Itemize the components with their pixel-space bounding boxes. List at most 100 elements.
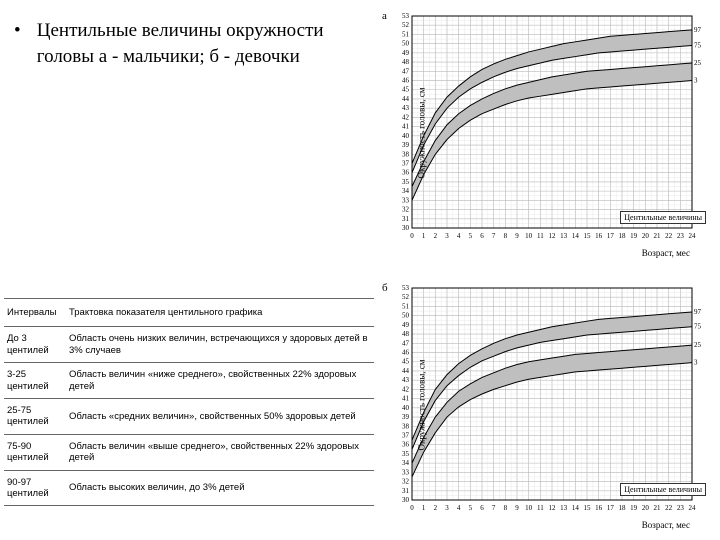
svg-text:38: 38 (402, 150, 410, 158)
svg-text:40: 40 (402, 404, 410, 412)
svg-text:15: 15 (584, 232, 592, 240)
svg-text:17: 17 (607, 504, 615, 512)
chart-a-y-title: Окружность головы, см (417, 87, 427, 178)
svg-text:33: 33 (402, 196, 410, 204)
cell-text: Область «средних величин», свойственных … (66, 398, 374, 434)
cell-interval: До 3 центилей (4, 327, 66, 363)
svg-text:8: 8 (504, 504, 508, 512)
table-row: 75-90 центилей Область величин «выше сре… (4, 434, 374, 470)
svg-text:9: 9 (515, 504, 519, 512)
svg-text:13: 13 (560, 232, 568, 240)
svg-text:9: 9 (515, 232, 519, 240)
svg-text:2: 2 (434, 232, 438, 240)
svg-text:37: 37 (402, 431, 410, 439)
svg-text:4: 4 (457, 504, 461, 512)
chart-a-label: а (382, 10, 387, 22)
svg-text:47: 47 (402, 339, 410, 347)
chart-b-x-title: Возраст, мес (642, 520, 690, 530)
svg-text:23: 23 (677, 232, 685, 240)
svg-text:16: 16 (595, 504, 603, 512)
svg-text:19: 19 (630, 504, 638, 512)
svg-text:48: 48 (402, 330, 410, 338)
svg-text:11: 11 (537, 232, 544, 240)
svg-text:20: 20 (642, 504, 650, 512)
svg-text:12: 12 (549, 232, 557, 240)
table-row: До 3 центилей Область очень низких велич… (4, 327, 374, 363)
svg-text:41: 41 (402, 123, 410, 131)
table-header-row: Интервалы Трактовка показателя центильно… (4, 299, 374, 327)
svg-text:47: 47 (402, 67, 410, 75)
svg-text:13: 13 (560, 504, 568, 512)
svg-text:22: 22 (665, 232, 673, 240)
svg-text:50: 50 (402, 312, 410, 320)
svg-text:49: 49 (402, 49, 410, 57)
svg-text:3: 3 (694, 77, 698, 85)
svg-text:24: 24 (689, 504, 697, 512)
chart-b-label: б (382, 282, 388, 294)
svg-text:24: 24 (689, 232, 697, 240)
svg-text:97: 97 (694, 308, 702, 316)
svg-text:16: 16 (595, 232, 603, 240)
svg-text:52: 52 (402, 21, 410, 29)
svg-text:17: 17 (607, 232, 615, 240)
svg-text:8: 8 (504, 232, 508, 240)
svg-text:7: 7 (492, 504, 496, 512)
table-row: 3-25 центилей Область величин «ниже сред… (4, 363, 374, 399)
svg-text:46: 46 (402, 77, 410, 85)
interpretation-table: Интервалы Трактовка показателя центильно… (4, 298, 374, 506)
svg-text:30: 30 (402, 224, 410, 232)
svg-text:3: 3 (445, 232, 449, 240)
bullet-marker: • (14, 18, 32, 44)
svg-text:21: 21 (654, 232, 662, 240)
svg-text:18: 18 (619, 504, 627, 512)
chart-b: б Окружность головы, см 0123456789101112… (380, 280, 710, 530)
chart-a-legend: Центильные величины (620, 211, 706, 224)
chart-a-x-title: Возраст, мес (642, 248, 690, 258)
svg-text:33: 33 (402, 468, 410, 476)
svg-text:11: 11 (537, 504, 544, 512)
cell-text: Область высоких величин, до 3% детей (66, 470, 374, 506)
svg-text:51: 51 (402, 30, 410, 38)
svg-text:43: 43 (402, 104, 410, 112)
svg-text:53: 53 (402, 12, 410, 20)
svg-text:14: 14 (572, 232, 580, 240)
svg-text:43: 43 (402, 376, 410, 384)
svg-text:12: 12 (549, 504, 557, 512)
svg-text:45: 45 (402, 358, 410, 366)
svg-text:44: 44 (402, 95, 410, 103)
svg-text:30: 30 (402, 496, 410, 504)
svg-text:1: 1 (422, 504, 426, 512)
svg-text:42: 42 (402, 113, 410, 121)
cell-interval: 25-75 центилей (4, 398, 66, 434)
cell-interval: 90-97 центилей (4, 470, 66, 506)
svg-text:14: 14 (572, 504, 580, 512)
svg-text:49: 49 (402, 321, 410, 329)
svg-text:51: 51 (402, 302, 410, 310)
chart-b-legend: Центильные величины (620, 483, 706, 496)
svg-text:10: 10 (525, 232, 533, 240)
svg-text:34: 34 (402, 459, 410, 467)
svg-text:75: 75 (694, 323, 702, 331)
svg-text:35: 35 (402, 178, 410, 186)
table-row: 90-97 центилей Область высоких величин, … (4, 470, 374, 506)
svg-text:42: 42 (402, 385, 410, 393)
svg-text:0: 0 (410, 232, 414, 240)
svg-text:48: 48 (402, 58, 410, 66)
cell-text: Область величин «ниже среднего», свойств… (66, 363, 374, 399)
chart-a: а Окружность головы, см 0123456789101112… (380, 8, 710, 258)
svg-text:44: 44 (402, 367, 410, 375)
svg-text:18: 18 (619, 232, 627, 240)
svg-text:46: 46 (402, 349, 410, 357)
svg-text:35: 35 (402, 450, 410, 458)
col-header-interpretation: Трактовка показателя центильного графика (66, 299, 374, 327)
svg-text:7: 7 (492, 232, 496, 240)
svg-text:50: 50 (402, 40, 410, 48)
svg-text:2: 2 (434, 504, 438, 512)
svg-text:10: 10 (525, 504, 533, 512)
col-header-intervals: Интервалы (4, 299, 66, 327)
svg-text:37: 37 (402, 159, 410, 167)
svg-text:5: 5 (469, 232, 473, 240)
svg-text:22: 22 (665, 504, 673, 512)
svg-text:1: 1 (422, 232, 426, 240)
svg-text:3: 3 (694, 359, 698, 367)
